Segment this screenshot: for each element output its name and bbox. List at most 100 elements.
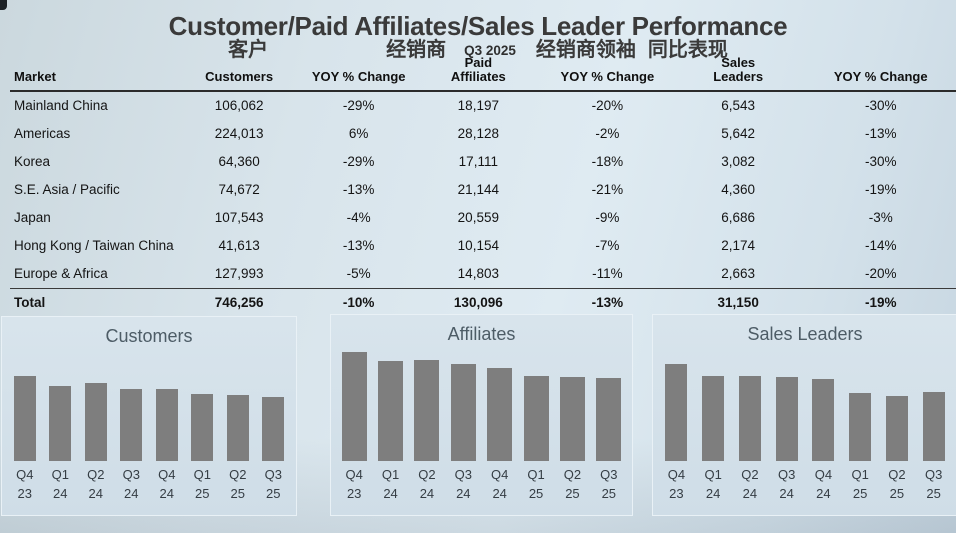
bar-column: Q1 25 bbox=[842, 351, 879, 511]
table-row: Mainland China 106,062 -29% 18,197 -20% 6,543… bbox=[10, 91, 956, 120]
cell-affiliates_yoy: -21% bbox=[591, 182, 624, 197]
axis-label: Q1 25 bbox=[851, 467, 869, 501]
axis-label: Q4 24 bbox=[158, 467, 176, 501]
axis-label: Q2 25 bbox=[888, 467, 906, 501]
col-header-sales-leaders: Sales Leaders bbox=[670, 56, 806, 92]
bar-q3-24 bbox=[120, 389, 143, 461]
cell-affiliates_yoy: -18% bbox=[591, 154, 624, 169]
axis-label: Q4 23 bbox=[345, 467, 363, 501]
axis-label: Q1 24 bbox=[704, 467, 722, 501]
bar-column: Q2 25 bbox=[220, 353, 256, 511]
col-header-market: Market bbox=[10, 56, 174, 92]
axis-label: Q3 25 bbox=[600, 467, 618, 501]
chart-title-customers: Customers bbox=[105, 326, 193, 346]
subtitle-yoy-cn: 同比表现 bbox=[647, 39, 728, 61]
chart-panel-affiliates: Affiliates Q4 23 Q1 24 Q2 24 Q3 24 Q4 24 Q1 25 Q2 25 Q… bbox=[330, 314, 633, 516]
axis-label: Q3 25 bbox=[924, 467, 943, 501]
cell-market: Americas bbox=[14, 126, 71, 141]
bar-q4-24 bbox=[155, 389, 178, 461]
cell-customers_yoy: -13% bbox=[342, 238, 375, 253]
bar-column: Q3 24 bbox=[114, 353, 150, 511]
bar-column: Q3 25 bbox=[256, 353, 292, 511]
bar-column: Q4 24 bbox=[149, 353, 185, 511]
axis-label: Q4 24 bbox=[491, 467, 509, 501]
bar-q4-23 bbox=[341, 352, 367, 461]
bar-column: Q2 25 bbox=[554, 351, 590, 511]
cell-customers: 127,993 bbox=[173, 260, 305, 289]
bar-column: Q3 25 bbox=[591, 351, 627, 511]
cell-market: Korea bbox=[14, 154, 51, 169]
bar-q2-24 bbox=[414, 360, 440, 461]
bar-column: Q1 24 bbox=[695, 351, 732, 511]
table-row: Americas 224,013 6% 28,128 -2% 5,642 -13% bbox=[10, 120, 956, 148]
cell-leaders_yoy: -13% bbox=[864, 126, 897, 141]
axis-label: Q3 24 bbox=[777, 467, 796, 501]
cell-affiliates: 14,803 bbox=[412, 260, 544, 289]
cell-customers_yoy: -13% bbox=[342, 182, 375, 197]
cell-affiliates: 20,559 bbox=[457, 210, 499, 225]
chart-plot-affiliates: Q4 23 Q1 24 Q2 24 Q3 24 Q4 24 Q1 25 Q2 25 Q3 25 bbox=[336, 351, 627, 511]
bar-column: Q4 24 bbox=[482, 351, 518, 511]
cell-leaders: 4,360 bbox=[721, 182, 756, 197]
subtitle-leaders-cn: 经销商领袖 bbox=[535, 39, 636, 61]
cell-market: Japan bbox=[14, 210, 51, 225]
cell-leaders_yoy: -20% bbox=[805, 260, 956, 289]
bar-q4-23 bbox=[13, 376, 36, 461]
performance-table: Market Customers YOY % Change Paid Affil… bbox=[10, 56, 956, 317]
axis-label: Q2 24 bbox=[741, 467, 759, 501]
chart-title-affiliates: Affiliates bbox=[447, 324, 516, 344]
cell-customers: 224,013 bbox=[214, 126, 264, 141]
col-header-affiliates-yoy: YOY % Change bbox=[543, 56, 671, 92]
col-header-customers: Customers bbox=[173, 56, 305, 92]
cell-customers: 107,543 bbox=[214, 210, 264, 225]
cell-affiliates_yoy: -13% bbox=[591, 295, 624, 310]
cell-affiliates: 10,154 bbox=[457, 238, 499, 253]
cell-customers_yoy: -10% bbox=[342, 295, 375, 310]
bar-column: Q2 24 bbox=[732, 351, 769, 511]
cell-customers_yoy: -29% bbox=[342, 154, 375, 169]
col-header-paid-affiliates: Paid Affiliates bbox=[412, 56, 544, 92]
bar-q2-25 bbox=[885, 396, 908, 461]
cell-leaders: 6,686 bbox=[721, 210, 756, 225]
bar-column: Q4 23 bbox=[7, 353, 43, 511]
cell-customers: 106,062 bbox=[214, 98, 264, 113]
cell-customers_yoy: 6% bbox=[348, 126, 369, 141]
bar-column: Q1 25 bbox=[185, 353, 221, 511]
cell-customers_yoy: -4% bbox=[346, 210, 371, 225]
cell-market: S.E. Asia / Pacific bbox=[14, 182, 120, 197]
axis-label: Q1 25 bbox=[193, 467, 211, 501]
cell-leaders: 6,543 bbox=[721, 98, 756, 113]
table-row: Japan 107,543 -4% 20,559 -9% 6,686 -3% bbox=[10, 204, 956, 232]
bar-column: Q1 25 bbox=[518, 351, 554, 511]
axis-label: Q2 24 bbox=[87, 467, 105, 501]
bar-q1-24 bbox=[49, 386, 72, 461]
cell-market: Total bbox=[14, 295, 46, 310]
cell-affiliates: 28,128 bbox=[457, 126, 499, 141]
chart-panel-sales-leaders: Sales Leaders Q4 23 Q1 24 Q2 24 Q3 24 Q4 24 Q1 25 Q2… bbox=[652, 314, 956, 516]
cell-affiliates_yoy: -11% bbox=[543, 260, 671, 289]
bar-column: Q4 24 bbox=[805, 351, 842, 511]
bar-column: Q3 25 bbox=[915, 351, 952, 511]
bar-column: Q2 24 bbox=[78, 353, 114, 511]
cell-leaders: 3,082 bbox=[721, 154, 756, 169]
bar-q2-24 bbox=[738, 376, 761, 461]
bar-q4-24 bbox=[812, 379, 835, 461]
table-header-row: Market Customers YOY % Change Paid Affil… bbox=[10, 56, 956, 92]
axis-label: Q4 23 bbox=[667, 467, 686, 501]
axis-label: Q2 24 bbox=[418, 467, 436, 501]
table-row-total: Total 746,256 -10% 130,096 -13% 31,150 -19% bbox=[10, 289, 956, 318]
bar-q3-25 bbox=[596, 378, 622, 461]
cell-market: Hong Kong / Taiwan China bbox=[14, 238, 174, 253]
bar-column: Q3 24 bbox=[445, 351, 481, 511]
cell-leaders: 5,642 bbox=[721, 126, 756, 141]
cell-customers: 746,256 bbox=[214, 295, 264, 310]
bar-column: Q2 24 bbox=[409, 351, 445, 511]
bar-q3-25 bbox=[922, 392, 945, 461]
bar-q3-24 bbox=[450, 364, 476, 461]
cell-affiliates_yoy: -2% bbox=[595, 126, 620, 141]
bar-q3-25 bbox=[262, 397, 285, 461]
bar-q1-25 bbox=[849, 393, 872, 461]
axis-label: Q4 24 bbox=[814, 467, 833, 501]
table-row: Europe & Africa 127,993 -5% 14,803 -11% 2,663… bbox=[10, 260, 956, 289]
